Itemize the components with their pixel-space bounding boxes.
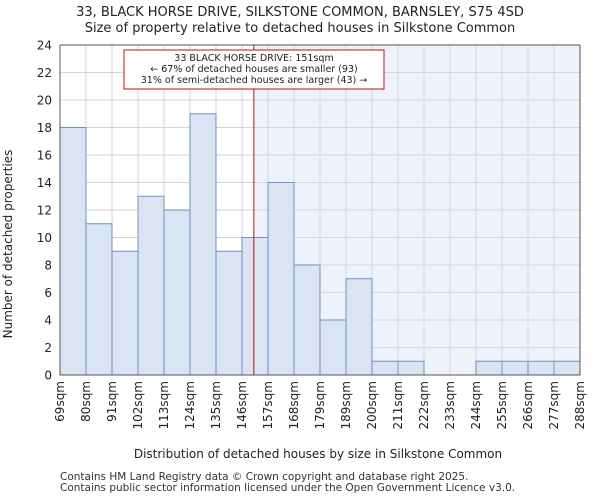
chart-title: 33, BLACK HORSE DRIVE, SILKSTONE COMMON,… [76,5,524,20]
histogram-bar [241,237,269,376]
histogram-bar [85,223,113,376]
y-tick-label: 14 [37,176,52,190]
histogram-bar [319,319,347,376]
x-tick-label: 69sqm [53,381,67,422]
x-tick-label: 102sqm [131,381,145,429]
footer: Contains HM Land Registry data © Crown c… [60,472,515,494]
x-tick-label: 157sqm [261,381,275,429]
x-tick-label: 200sqm [365,381,379,429]
histogram-bar [267,182,295,376]
footer-line-1: Contains HM Land Registry data © Crown c… [60,471,469,483]
histogram-bar [111,250,139,376]
x-tick-label: 91sqm [105,381,119,422]
histogram-bar [475,360,503,376]
annotation-line-2: ← 67% of detached houses are smaller (93… [150,64,357,75]
histogram-bar [397,360,425,376]
histogram-bar [345,278,373,376]
histogram-bar [215,250,243,376]
y-tick-label: 24 [37,39,52,53]
histogram-bar [163,209,191,376]
y-tick-label: 16 [37,149,52,163]
histogram-bar [501,360,529,376]
x-tick-label: 179sqm [313,381,327,429]
y-tick-label: 6 [44,286,52,300]
x-axis-label: Distribution of detached houses by size … [134,447,502,461]
footer-line-2: Contains public sector information licen… [60,482,516,494]
x-tick-label: 146sqm [235,381,249,429]
x-tick-label: 124sqm [183,381,197,429]
y-tick-label: 2 [44,341,52,355]
annotation-line-3: 31% of semi-detached houses are larger (… [141,75,368,86]
histogram-bar [59,127,87,376]
x-tick-label: 233sqm [443,381,457,429]
histogram-bar [371,360,399,376]
x-tick-label: 80sqm [79,381,93,422]
annotation-line-1: 33 BLACK HORSE DRIVE: 151sqm [174,53,333,64]
x-tick-label: 255sqm [495,381,509,429]
y-tick-label: 10 [37,231,52,245]
x-tick-label: 211sqm [391,381,405,429]
y-tick-label: 18 [37,121,52,135]
y-tick-label: 12 [37,204,52,218]
x-tick-label: 288sqm [573,381,587,429]
annotation-border [123,49,385,90]
y-tick-label: 0 [44,369,52,383]
histogram-bar [137,195,165,376]
x-tick-label: 244sqm [469,381,483,429]
x-tick-label: 189sqm [339,381,353,429]
chart-subtitle: Size of property relative to detached ho… [85,21,516,36]
x-tick-label: 113sqm [157,381,171,429]
x-tick-label: 266sqm [521,381,535,429]
histogram-bar [553,360,581,376]
x-tick-label: 135sqm [209,381,223,429]
histogram-bar [527,360,555,376]
y-tick-label: 20 [37,94,52,108]
histogram-bar [189,113,217,376]
y-axis-label: Number of detached properties [1,150,15,339]
y-tick-label: 4 [44,314,52,328]
y-tick-label: 22 [37,66,52,80]
annotation-box: 33 BLACK HORSE DRIVE: 151sqm ← 67% of de… [123,49,385,90]
x-tick-label: 222sqm [417,381,431,429]
y-tick-label: 8 [44,259,52,273]
x-tick-label: 277sqm [547,381,561,429]
x-tick-label: 168sqm [287,381,301,429]
x-tick-labels: 69sqm 80sqm 91sqm 102sqm 113sqm 124sqm 135sqm 1… [53,381,587,429]
histogram-bar [293,264,321,376]
